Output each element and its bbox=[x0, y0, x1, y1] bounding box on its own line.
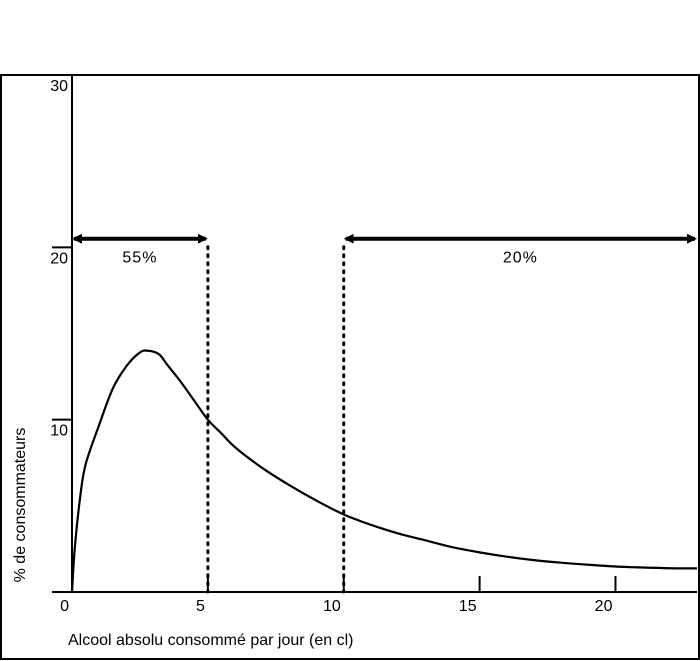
plot-area bbox=[70, 349, 698, 593]
y-axis-title: % de consommateurs bbox=[12, 428, 29, 583]
y-tick-label: 30 bbox=[50, 78, 68, 95]
y-tick-label: 20 bbox=[50, 250, 68, 267]
reference-lines bbox=[206, 245, 346, 594]
x-tick-label: 20 bbox=[595, 598, 613, 615]
chart-border bbox=[0, 74, 700, 660]
x-tick-label: 15 bbox=[459, 598, 477, 615]
x-tick-label: 5 bbox=[196, 598, 205, 615]
series-line bbox=[70, 349, 698, 593]
range-label: 20% bbox=[503, 250, 538, 267]
x-tick-label: 10 bbox=[323, 598, 341, 615]
x-axis-title: Alcool absolu consommé par jour (en cl) bbox=[68, 632, 353, 649]
x-tick-label: 0 bbox=[60, 598, 69, 615]
y-tick-label: 10 bbox=[50, 423, 68, 440]
annotations: 55% 20% bbox=[72, 233, 697, 267]
axis-ticks: 0 5 10 15 20 10 20 30 bbox=[50, 74, 617, 615]
range-label: 55% bbox=[122, 250, 157, 267]
axes bbox=[52, 75, 697, 593]
